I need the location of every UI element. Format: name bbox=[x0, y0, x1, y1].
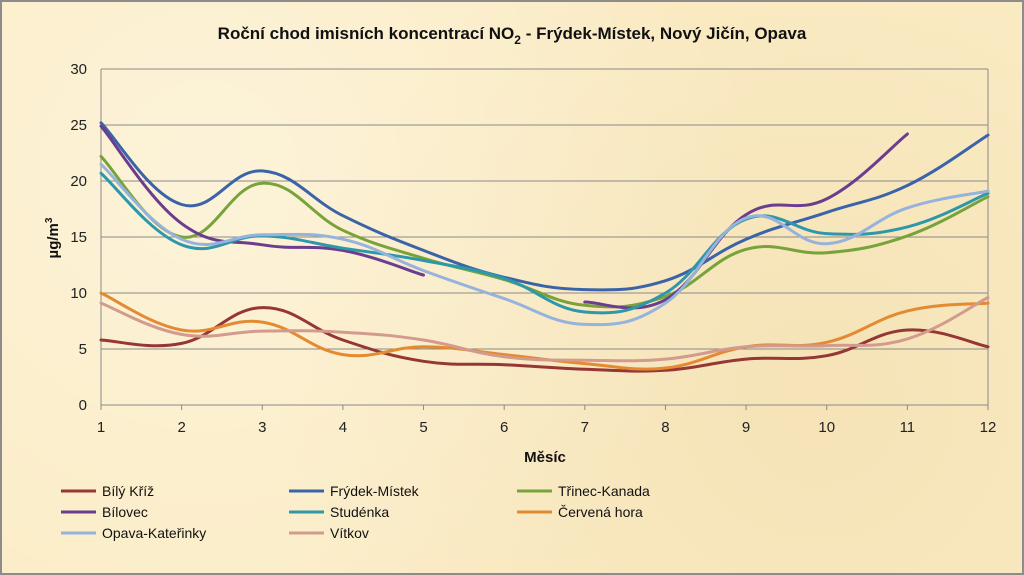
y-tick-labels: 0 5 10 15 20 25 30 bbox=[70, 61, 87, 414]
series-line-7 bbox=[99, 162, 990, 327]
x-tick-label: 10 bbox=[818, 419, 835, 436]
legend: Bílý Kříž Frýdek-Místek Třinec-Kanada Bílov… bbox=[61, 483, 650, 541]
y-tick-label: 0 bbox=[79, 397, 87, 414]
y-axis-title: µg/m3 bbox=[44, 217, 62, 258]
y-tick-label: 20 bbox=[70, 173, 87, 190]
x-tick-label: 6 bbox=[500, 419, 508, 436]
series-line-1 bbox=[99, 306, 990, 373]
legend-label: Studénka bbox=[330, 504, 389, 520]
x-tick-label: 3 bbox=[258, 419, 266, 436]
series-line-4 bbox=[99, 124, 425, 277]
legend-label: Frýdek-Místek bbox=[330, 483, 420, 499]
y-tick-label: 15 bbox=[70, 229, 87, 246]
legend-label: Třinec-Kanada bbox=[558, 483, 650, 499]
series-layer bbox=[99, 121, 990, 373]
legend-label: Vítkov bbox=[330, 525, 369, 541]
series-line-4 bbox=[583, 132, 909, 310]
x-tick-label: 7 bbox=[581, 419, 589, 436]
x-tick-label: 1 bbox=[97, 419, 105, 436]
series-line-8 bbox=[99, 296, 990, 363]
legend-label: Bílý Kříž bbox=[102, 483, 154, 499]
x-tick-label: 8 bbox=[661, 419, 669, 436]
y-tick-label: 10 bbox=[70, 285, 87, 302]
x-tick-label: 11 bbox=[900, 419, 916, 436]
legend-label: Bílovec bbox=[102, 504, 148, 520]
chart-title: Roční chod imisních koncentrací NO2 - Fr… bbox=[218, 24, 807, 47]
legend-label: Červená hora bbox=[558, 504, 643, 520]
legend-label: Opava-Kateřinky bbox=[102, 525, 206, 541]
y-tick-label: 5 bbox=[79, 341, 87, 358]
x-tick-label: 9 bbox=[742, 419, 750, 436]
x-tick-label: 12 bbox=[980, 419, 997, 436]
series-line-2 bbox=[99, 121, 990, 292]
y-tick-label: 30 bbox=[70, 61, 87, 78]
x-tick-label: 2 bbox=[177, 419, 185, 436]
series-line-6 bbox=[99, 291, 990, 371]
x-tick-label: 4 bbox=[339, 419, 347, 436]
x-tick-label: 5 bbox=[419, 419, 427, 436]
x-tick-labels: 1 2 3 4 5 6 7 8 9 10 11 12 bbox=[97, 419, 997, 436]
x-axis-title: Měsíc bbox=[524, 449, 566, 466]
y-tick-label: 25 bbox=[70, 117, 87, 134]
